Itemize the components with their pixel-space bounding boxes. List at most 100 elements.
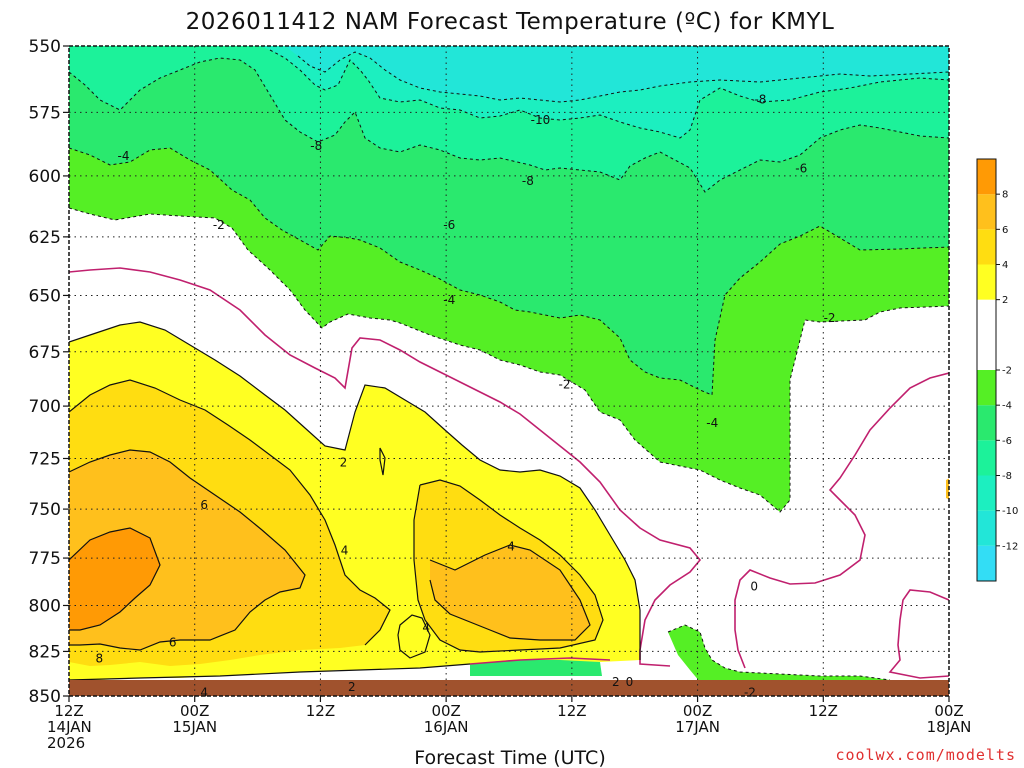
ground-strip [69,680,949,696]
contour-4 [69,379,391,646]
colorbar-tick-label: -8 [1002,471,1012,482]
colorbar-swatch [977,370,996,406]
contour-label: 0 [750,580,758,594]
colorbar-tick-label: 8 [1002,190,1008,201]
colorbar-tick-label: -10 [1002,506,1018,517]
contour-minus8 [269,49,949,139]
x-tick-label: 00Z [934,702,963,720]
contour-label: 6 [169,635,177,649]
contour-minus4 [69,147,949,396]
contour-zero-line-east [734,372,949,669]
x-tick-label: 12Z [54,702,83,720]
fill-band-6-8 [69,450,590,650]
y-tick-label: 725 [29,449,61,469]
colorbar-tick-label: 4 [1002,260,1008,271]
contour-label: -4 [443,293,455,307]
contour-label: -4 [706,416,718,430]
colorbar-tick-label: -2 [1002,366,1012,377]
colorbar-swatch [977,405,996,441]
contour-minus10 [297,51,949,103]
x-tick-label: 00Z [683,702,712,720]
contour-label: -2 [744,685,756,699]
contour-label: -6 [443,218,455,232]
contour-label: -8 [310,139,322,153]
contour-label: -2 [559,378,571,392]
contour-2 [69,321,641,660]
contour-minus2-lower [667,624,891,681]
chart-title: 2026011412 NAM Forecast Temperature (ºC)… [186,9,835,35]
colorbar-swatch [977,159,996,195]
contour-label: -8 [754,92,766,106]
contour-label: 0 [626,675,634,689]
colorbar-swatch [977,510,996,546]
contour-label: 2 [340,456,348,470]
contour-label: -2 [824,311,836,325]
watermark: coolwx.com/modelts [835,746,1016,764]
contour-4-inner [413,479,604,653]
y-tick-label: 675 [29,343,61,363]
contour-label: -2 [213,218,225,232]
contour-2-spike [379,447,386,476]
y-tick-label: 625 [29,228,61,248]
colorbar-swatch [977,264,996,300]
x-tick-label: 18JAN [927,718,972,736]
colorbar-swatch [977,299,996,370]
y-tick-label: 700 [29,397,61,417]
colorbar: 8 6 4 2 -2 -4 -6 -8 -10 -12 [976,158,1018,582]
contour-label: 4 [200,685,208,699]
colorbar-tick-label: -4 [1002,401,1012,412]
x-tick-label: 2026 [47,734,85,752]
x-tick-label: 12Z [306,702,335,720]
fill-band-minus12-minus10 [285,46,949,102]
contour-label: 4 [507,539,515,553]
colorbar-swatch [977,475,996,511]
contour-label: 4 [422,621,430,635]
contour-label: 4 [341,543,349,557]
contour-label: 6 [200,498,208,512]
y-tick-label: 550 [29,37,61,57]
contour-zero-loop-southeast [888,589,949,679]
colorbar-tick-label: 2 [1002,295,1008,306]
contour-label: -4 [117,149,129,163]
y-tick-label: 775 [29,549,61,569]
contour-label: 2 [612,675,620,689]
y-tick-label: 600 [29,167,61,187]
contour-label: -10 [531,113,551,127]
y-tick-label: 825 [29,642,61,662]
colorbar-swatch [977,440,996,476]
colorbar-tick-label: -6 [1002,436,1012,447]
contour-minus6 [69,57,949,193]
x-tick-label: 00Z [431,702,460,720]
x-tick-label: 16JAN [424,718,469,736]
contour-label: 2 [348,680,356,694]
contour-zero-line [69,267,702,667]
x-tick-label: 14JAN [47,718,92,736]
y-tick-label: 850 [29,687,61,707]
fill-patch-minus4-lower [470,660,602,676]
contour-2-surface [69,663,471,681]
colorbar-tick-label: 6 [1002,225,1008,236]
gridlines [69,46,949,696]
fill-patch-minus2-lower [668,625,890,682]
y-axis: 550 575 600 625 650 675 700 725 750 775 800 825 850 [29,37,69,707]
colorbar-tick-label: -12 [1002,541,1018,552]
contour-label: 8 [96,652,104,666]
y-tick-label: 575 [29,103,61,123]
x-tick-label: 12Z [809,702,838,720]
y-tick-label: 650 [29,286,61,306]
contour-lines [69,49,949,681]
y-tick-label: 750 [29,500,61,520]
contour-4-loop [397,614,431,659]
contour-6 [69,449,306,651]
filled-contours [69,46,949,682]
contour-6-inner [429,544,591,641]
x-tick-label: 12Z [557,702,586,720]
y-tick-label: 800 [29,596,61,616]
plot-frame [68,45,950,697]
contour-zero-surface [469,657,611,665]
x-tick-label: 00Z [180,702,209,720]
x-tick-label: 15JAN [172,718,217,736]
colorbar-swatch [977,545,996,581]
